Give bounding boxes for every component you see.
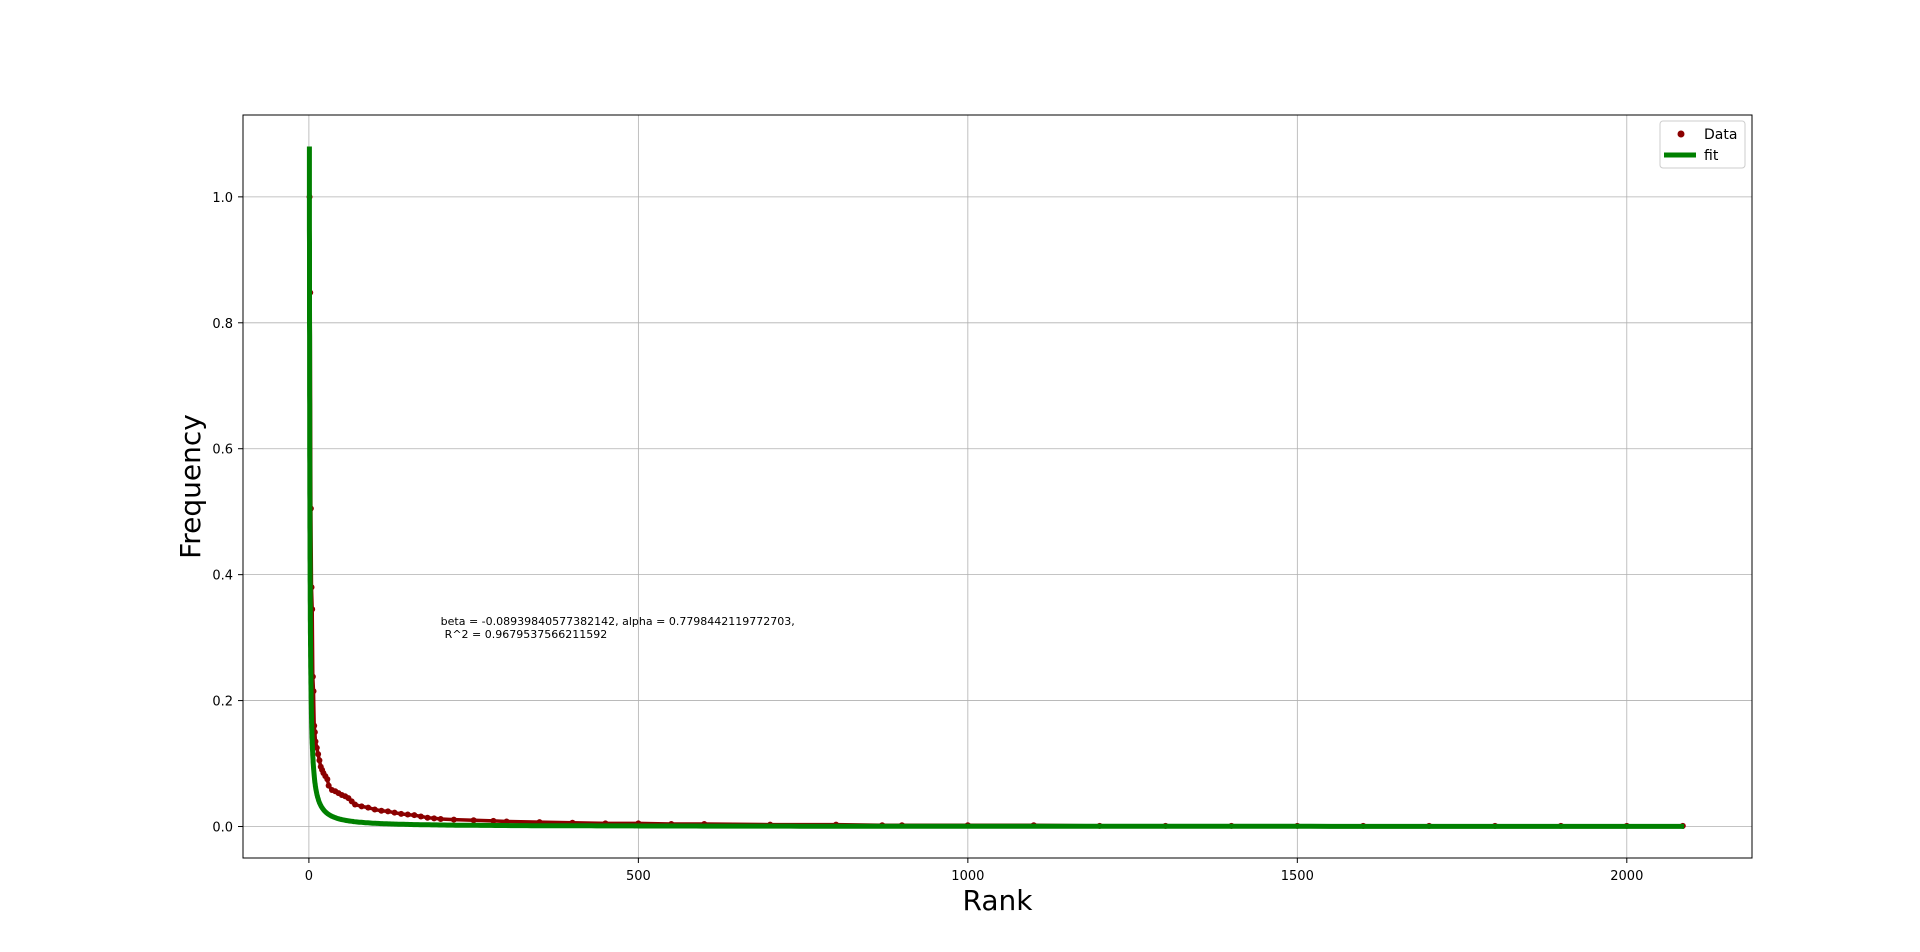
x-axis-label: Rank [963, 884, 1034, 917]
data-point [384, 808, 391, 815]
plot-frame [242, 114, 1753, 859]
y-tick-label: 1.0 [212, 191, 233, 206]
data-series-trace [307, 196, 1683, 828]
data-point [313, 744, 320, 751]
legend: Data fit [1659, 120, 1746, 169]
y-tick-label: 0.8 [212, 317, 233, 332]
data-point [411, 812, 418, 819]
data-point [316, 757, 323, 764]
x-tick-label: 1500 [1281, 869, 1314, 884]
fit-annotation-line2: R^2 = 0.9679537566211592 [445, 628, 608, 641]
data-point [437, 815, 444, 822]
data-point [431, 815, 438, 822]
data-point [371, 806, 378, 813]
fit-annotation-line1: beta = -0.08939840577382142, alpha = 0.7… [441, 615, 795, 628]
plot-area [306, 146, 1686, 829]
data-point [398, 810, 405, 817]
data-point [470, 817, 477, 824]
x-tick-label: 500 [626, 869, 651, 884]
data-point [315, 751, 322, 758]
data-point [378, 807, 385, 814]
data-point [352, 801, 359, 808]
x-tick-label: 1000 [951, 869, 984, 884]
legend-fit-label: fit [1704, 148, 1719, 164]
data-point [325, 782, 332, 789]
legend-data-marker [1677, 130, 1685, 138]
data-point [365, 804, 372, 811]
y-tick-label: 0.0 [212, 821, 233, 836]
tick-marks [238, 196, 1628, 863]
y-tick-label: 0.6 [212, 443, 233, 458]
x-tick-label: 0 [305, 869, 313, 884]
data-point [417, 813, 424, 820]
data-point [424, 814, 431, 821]
x-tick-labels: 0 500 1000 1500 2000 [305, 869, 1644, 884]
y-tick-label: 0.4 [212, 569, 233, 584]
data-point [490, 817, 497, 824]
y-axis-label: Frequency [174, 414, 207, 559]
x-tick-label: 2000 [1610, 869, 1643, 884]
data-point [450, 816, 457, 823]
data-point [404, 811, 411, 818]
y-tick-label: 0.2 [212, 695, 233, 710]
data-point [358, 803, 365, 810]
legend-data-label: Data [1704, 127, 1737, 143]
data-point [324, 776, 331, 783]
grid-lines [243, 115, 1752, 858]
y-tick-labels: 0.0 0.2 0.4 0.6 0.8 1.0 [212, 191, 233, 836]
data-point [503, 818, 510, 825]
data-point [391, 809, 398, 816]
fit-line [306, 146, 1685, 829]
